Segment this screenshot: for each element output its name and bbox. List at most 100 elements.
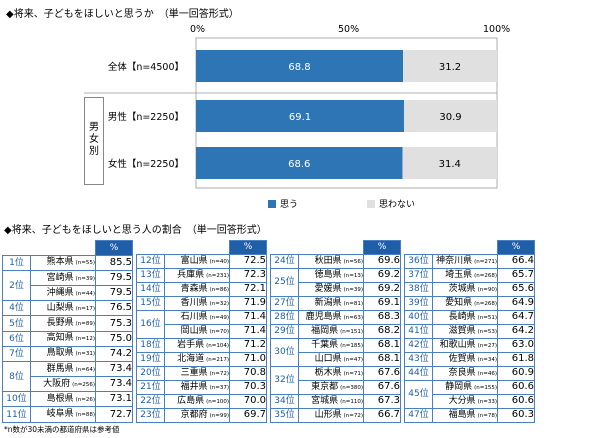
prefecture-cell: 福島県 (n=78) xyxy=(432,407,498,423)
rank-cell: 6位 xyxy=(2,330,31,347)
sample-size: (n=44) xyxy=(75,290,95,297)
prefecture-name: 奈良県 xyxy=(448,367,476,378)
prefecture-cell: 青森県 (n=86) xyxy=(164,281,230,297)
sample-size: (n=17) xyxy=(75,305,95,312)
rank-cell: 22位 xyxy=(136,393,165,409)
rank-cell: 11位 xyxy=(2,406,31,423)
table-title: ◆将来、子どもをほしいと思う人の割合 （単一回答形式） xyxy=(4,225,267,236)
prefecture-name: 香川県 xyxy=(180,297,208,308)
prefecture-cell: 岩手県 (n=104) xyxy=(164,337,230,353)
bar-1-series-1 xyxy=(403,100,497,132)
sample-size: (n=53) xyxy=(477,328,497,335)
value-cell: 69.6 xyxy=(363,253,401,269)
prefecture-cell: 和歌山県 (n=27) xyxy=(432,337,498,353)
prefecture-name: 神奈川県 xyxy=(436,255,473,266)
rank-cell: 27位 xyxy=(270,295,299,311)
value-cell: 70.3 xyxy=(229,379,267,395)
ranking-tables: % 1位 熊本県 (n=55) 85.5 2位 宮崎県 (n=39) 79.5 沖縄県 (n=44)… xyxy=(2,240,598,423)
rank-cell: 13位 xyxy=(136,267,165,283)
legend-label-no: 思わない xyxy=(379,200,416,210)
prefecture-cell: 福岡県 (n=151) xyxy=(298,323,364,339)
table-row: 7位 鳥取県 (n=31) 74.2 xyxy=(2,345,133,362)
prefecture-cell: 沖縄県 (n=44) xyxy=(30,285,96,302)
rank-cell: 40位 xyxy=(404,309,433,325)
value-cell: 70.8 xyxy=(229,365,267,381)
sample-size: (n=110) xyxy=(340,398,363,405)
prefecture-name: 三重県 xyxy=(180,367,208,378)
rank-cell: 14位 xyxy=(136,281,165,297)
table-row: 4位 山梨県 (n=17) 76.5 xyxy=(2,300,133,317)
prefecture-cell: 宮城県 (n=110) xyxy=(298,393,364,409)
value-cell: 73.4 xyxy=(95,376,133,393)
prefecture-name: 島根県 xyxy=(46,393,74,404)
table-row: 30位 千葉県 (n=185) 68.1 xyxy=(270,337,401,367)
value-cell: 60.9 xyxy=(497,365,535,381)
rank-cell: 30位 xyxy=(270,337,299,367)
value-cell: 67.6 xyxy=(363,379,401,395)
prefecture-cell: 大分県 (n=33) xyxy=(432,393,498,409)
value-cell: 67.6 xyxy=(363,365,401,381)
sample-size: (n=88) xyxy=(75,412,95,419)
value-cell: 73.4 xyxy=(95,360,133,378)
bar-2-series-1 xyxy=(402,147,497,179)
prefecture-name: 富山県 xyxy=(180,255,208,266)
table-row: 25位 徳島県 (n=13) 69.2 xyxy=(270,267,401,297)
prefecture-name: 新潟県 xyxy=(314,297,342,308)
prefecture-name: 栃木県 xyxy=(314,367,342,378)
prefecture-name: 愛媛県 xyxy=(314,283,342,294)
value-cell: 72.1 xyxy=(229,281,267,297)
table-row: 16位 石川県 (n=49) 71.4 xyxy=(136,309,267,339)
rank-cell: 18位 xyxy=(136,337,165,353)
prefecture-cell: 新潟県 (n=81) xyxy=(298,295,364,311)
prefecture-name: 青森県 xyxy=(180,283,208,294)
value-cell: 66.4 xyxy=(497,253,535,269)
data-label-1-0: 69.1 xyxy=(289,112,311,123)
sample-size: (n=34) xyxy=(477,356,497,363)
sample-size: (n=47) xyxy=(343,356,363,363)
bar-label-total: 全体【n=4500】 xyxy=(107,62,184,73)
sample-size: (n=185) xyxy=(340,342,363,349)
prefecture-cell: 茨城県 (n=90) xyxy=(432,281,498,297)
table-row: 大阪府 (n=256) 73.4 xyxy=(3,376,133,393)
prefecture-name: 鳥取県 xyxy=(46,348,74,359)
prefecture-name: 福島県 xyxy=(448,409,476,420)
prefecture-cell: 熊本県 (n=55) xyxy=(30,254,96,271)
prefecture-cell: 福井県 (n=37) xyxy=(164,379,230,395)
value-cell: 71.2 xyxy=(229,337,267,353)
table-row: 24位 秋田県 (n=56) 69.6 xyxy=(270,253,401,269)
table-row: 10位 島根県 (n=26) 73.1 xyxy=(2,391,133,408)
prefecture-name: 山口県 xyxy=(314,353,342,364)
rank-cell: 19位 xyxy=(136,351,165,367)
rank-cell: 15位 xyxy=(136,295,165,311)
rank-cell: 47位 xyxy=(404,407,433,423)
prefecture-cell: 広島県 (n=100) xyxy=(164,393,230,409)
prefecture-cell: 東京都 (n=380) xyxy=(298,379,364,395)
table-row: 12位 富山県 (n=40) 72.5 xyxy=(136,253,267,269)
prefecture-cell: 佐賀県 (n=34) xyxy=(432,351,498,367)
value-cell: 68.1 xyxy=(363,351,401,367)
prefecture-name: 大分県 xyxy=(448,395,476,406)
value-cell: 73.1 xyxy=(95,391,133,408)
value-cell: 60.6 xyxy=(497,393,535,409)
prefecture-cell: 長野県 (n=89) xyxy=(30,315,96,332)
prefecture-cell: 高知県 (n=12) xyxy=(30,330,96,347)
prefecture-name: 兵庫県 xyxy=(177,269,205,280)
table-row: 東京都 (n=380) 67.6 xyxy=(271,379,401,395)
value-cell: 71.9 xyxy=(229,295,267,311)
prefecture-cell: 長崎県 (n=51) xyxy=(432,309,498,325)
rank-cell: 4位 xyxy=(2,300,31,317)
sample-size: (n=90) xyxy=(477,286,497,293)
value-cell: 71.4 xyxy=(229,323,267,339)
sample-size: (n=231) xyxy=(206,272,229,279)
header-unit: % xyxy=(497,240,535,255)
table-row: 2位 宮崎県 (n=39) 79.5 xyxy=(2,269,133,302)
prefecture-cell: 栃木県 (n=71) xyxy=(298,365,364,381)
prefecture-cell: 島根県 (n=26) xyxy=(30,391,96,408)
prefecture-name: 茨城県 xyxy=(448,283,476,294)
footnote: *n数が30未満の都道府県は参考値 xyxy=(4,425,120,434)
value-cell: 68.2 xyxy=(363,323,401,339)
table-row: 大分県 (n=33) 60.6 xyxy=(405,393,535,409)
bar-chart: 68.8 31.2 69.1 30.9 68.6 31.4 xyxy=(84,37,498,189)
prefecture-cell: 岡山県 (n=70) xyxy=(164,323,230,339)
prefecture-cell: 愛媛県 (n=39) xyxy=(298,281,364,297)
